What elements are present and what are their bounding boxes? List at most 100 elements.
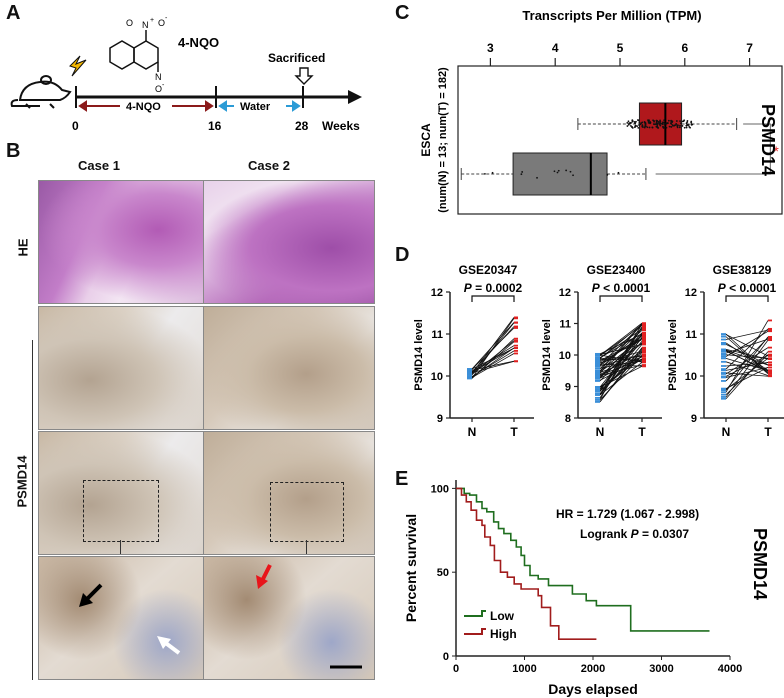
c-point [665, 126, 668, 129]
e-legend-low: Low [490, 609, 515, 623]
c-point [565, 169, 568, 172]
e-xtick-label: 1000 [512, 663, 536, 675]
c-point [627, 120, 630, 123]
phase1-arrow [78, 100, 214, 112]
down-arrow-icon [294, 67, 314, 85]
e-logrank-value: = 0.0307 [639, 527, 690, 541]
c-point [685, 126, 688, 129]
d-ytick-label: 12 [685, 287, 697, 299]
c-point [556, 171, 559, 174]
d-pair-line [599, 356, 643, 379]
compound-label: 4-NQO [178, 35, 219, 50]
d-sig-bracket [725, 295, 769, 302]
c-point [536, 176, 538, 179]
e-xtick-label: 2000 [581, 663, 605, 675]
c-ylabel-line2: (num(N) = 13; num(T) = 182) [437, 67, 449, 213]
c-point [686, 123, 688, 126]
d-pair-line [471, 361, 515, 374]
d-ytick-label: 11 [431, 329, 443, 341]
c-point [520, 173, 523, 176]
c-point [628, 122, 631, 125]
c-point [659, 124, 662, 127]
d-pair-line [471, 338, 515, 379]
case2-header: Case 2 [248, 158, 290, 173]
black-arrow-icon [79, 583, 103, 607]
d-pair-line [725, 354, 769, 377]
c-point [627, 123, 630, 126]
micrograph-he-case1 [38, 180, 210, 304]
c-point [661, 123, 664, 126]
c-point [572, 174, 574, 177]
e-curve-low [456, 487, 710, 632]
c-point [662, 121, 664, 124]
psmd14-bracket [32, 340, 33, 680]
d-subplot-GSE23400: GSE23400 8 9 10 11 12 N T PSMD14 level P < 0.0001 [541, 263, 662, 439]
d-pair-line [725, 336, 769, 391]
c-point [648, 126, 651, 129]
d-xtick-label: N [596, 425, 605, 439]
d-ytick-label: 12 [559, 287, 571, 299]
mouse-icon [10, 75, 72, 109]
c-point [641, 121, 644, 124]
zoom-connector [120, 540, 121, 554]
nitro-n: N [142, 20, 149, 30]
c-point [626, 121, 629, 124]
c-point [652, 123, 655, 125]
micrograph-zoom-case1 [38, 556, 210, 680]
c-point [521, 171, 524, 173]
d-pair-line [599, 322, 643, 356]
panel-e-survival: HR = 1.729 (1.067 - 2.998) Logrank P = 0… [403, 480, 770, 697]
c-point [681, 120, 684, 123]
d-sig-bracket [599, 295, 643, 302]
e-logrank-text: Logrank P = 0.0307 [580, 527, 689, 541]
d-ytick-label: 10 [431, 371, 443, 383]
d-xtick-label: N [722, 425, 731, 439]
c-gene-label: PSMD14 [758, 104, 778, 176]
c-point [655, 122, 658, 124]
c-point [667, 119, 670, 122]
d-ytick-label: 8 [565, 413, 571, 425]
e-xtick-label: 3000 [649, 663, 673, 675]
d-ylabel: PSMD14 level [413, 319, 425, 391]
d-pair-line [471, 340, 515, 375]
c-point [644, 125, 646, 128]
c-point [656, 123, 659, 126]
c-point [652, 119, 654, 122]
c-point [662, 127, 665, 129]
e-logrank-prefix: Logrank [580, 527, 631, 541]
c-point [484, 172, 486, 175]
nitro-plus: + [150, 17, 154, 24]
c-point [637, 126, 640, 129]
panel-label-e: E [395, 468, 409, 490]
c-point [629, 125, 632, 127]
c-point [631, 126, 633, 128]
row-label-psmd14: PSMD14 [14, 455, 30, 508]
d-pair-line [725, 367, 769, 378]
c-point [683, 126, 686, 129]
case1-header: Case 1 [78, 158, 120, 173]
d-pair-line [599, 362, 643, 396]
d-pair-line [725, 349, 769, 366]
d-pvalue: P < 0.0001 [592, 281, 651, 295]
d-ytick-label: 9 [437, 413, 443, 425]
c-point [648, 121, 651, 124]
d-ytick-label: 10 [559, 350, 571, 362]
c-point [641, 124, 644, 126]
d-ytick-label: 11 [685, 329, 697, 341]
d-title: GSE20347 [459, 263, 518, 277]
e-ylabel: Percent survival [403, 514, 419, 622]
d-xtick-label: N [468, 425, 477, 439]
d-pair-line [725, 333, 769, 374]
nitro-o-left: O [126, 18, 133, 28]
c-point [553, 170, 556, 173]
d-xtick-label: T [764, 425, 772, 439]
e-xtick-label: 4000 [718, 663, 742, 675]
ring-minus: - [162, 82, 165, 89]
panel-a-timeline: O N + O - N O - 4-NQO Sacrificed 4-NQO W… [10, 15, 362, 133]
c-tick-label: 6 [681, 41, 688, 55]
c-point [638, 121, 641, 124]
e-ytick-label: 100 [431, 483, 449, 495]
d-pair-line [725, 361, 769, 376]
d-pair-line [725, 372, 769, 377]
